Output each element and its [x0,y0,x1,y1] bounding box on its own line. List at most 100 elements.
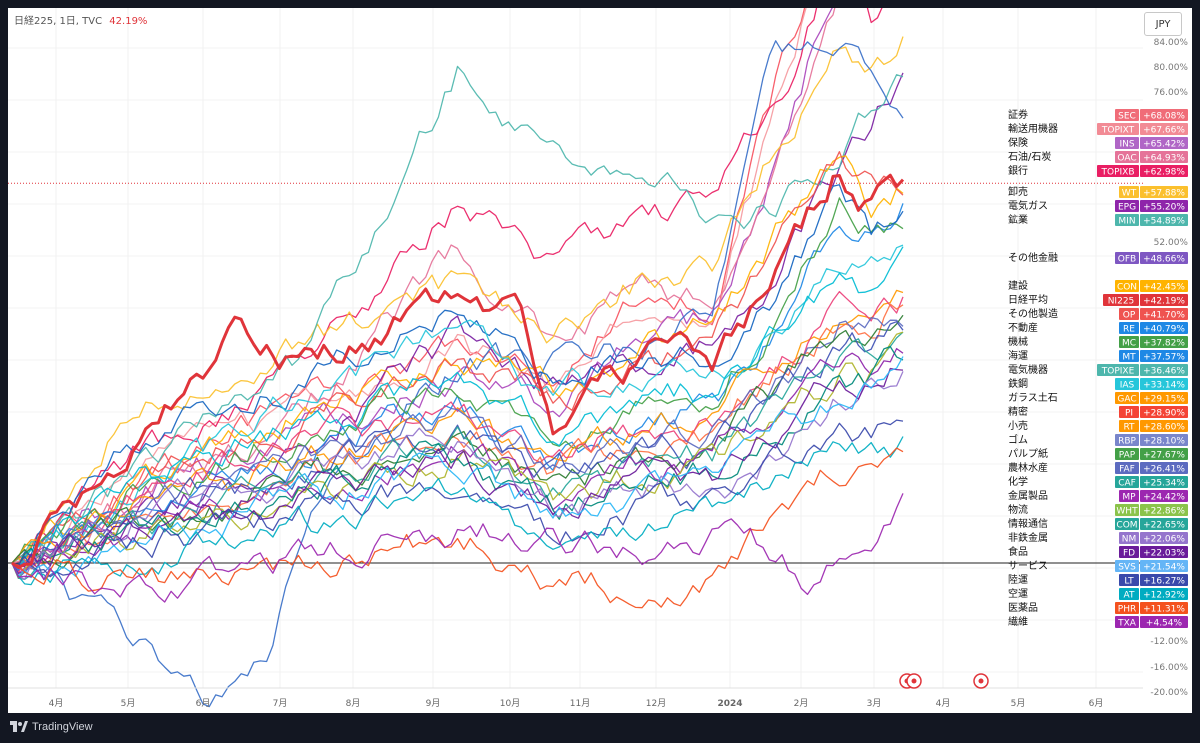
comparison-chart[interactable]: 84.00% 80.00% 76.00% 52.00% -12.00% -16.00% -2… [8,8,1192,713]
legend-row-caf[interactable]: 化学 CAF +25.34% [1008,475,1188,489]
legend-value-text: +25.34% [1143,479,1185,489]
legend-value-text: +22.06% [1143,535,1185,545]
legend-row-op[interactable]: その他製造 OP +41.70% [1008,307,1188,321]
legend-row-txa[interactable]: 繊維 TXA +4.54% [1008,615,1188,629]
legend-value-badge [1140,123,1188,135]
x-tick-label: 4月 [49,698,64,709]
legend-code-text: TOPIXE [1101,367,1135,377]
legend-row-topixb[interactable]: 銀行 TOPIXB +62.98% [1008,164,1188,178]
legend-sector-name: 保険 [1008,136,1028,149]
legend-row-mt[interactable]: 海運 MT +37.57% [1008,349,1188,363]
legend-value-text: +41.70% [1143,311,1185,321]
legend-sector-name: 不動産 [1008,321,1038,334]
legend-sector-name: 陸運 [1008,573,1028,586]
legend-code-text: RBP [1118,437,1136,447]
legend-code-badge [1115,616,1139,628]
series-line-mp [11,347,904,569]
legend-code-text: FAF [1119,465,1135,475]
legend-row-wht[interactable]: 物流 WHT +22.86% [1008,503,1188,517]
legend-row-rt[interactable]: 小売 RT +28.60% [1008,419,1188,433]
legend-row-ofb[interactable]: その他金融 OFB +48.66% [1008,251,1188,265]
legend-row-mp[interactable]: 金属製品 MP +24.42% [1008,489,1188,503]
legend-row-pi[interactable]: 精密 PI +28.90% [1008,405,1188,419]
legend-sector-name: 石油/石炭 [1008,150,1051,163]
legend-code-text: IAS [1120,381,1135,391]
legend-row-lt[interactable]: 陸運 LT +16.27% [1008,573,1188,587]
legend-sector-name: 空運 [1008,587,1028,600]
legend-row-rbp[interactable]: ゴム RBP +28.10% [1008,433,1188,447]
legend-row-epg[interactable]: 電気ガス EPG +55.20% [1008,199,1188,213]
legend-row-sec[interactable]: 証券 SEC +68.08% [1008,108,1188,122]
legend-row-ins[interactable]: 保険 INS +65.42% [1008,136,1188,150]
symbol-legend[interactable]: 日経225, 1日, TVC 42.19% [14,12,147,27]
legend-row-wt[interactable]: 卸売 WT +57.88% [1008,185,1188,199]
legend-row-at[interactable]: 空運 AT +12.92% [1008,587,1188,601]
legend-row-phr[interactable]: 医薬品 PHR +11.31% [1008,602,1188,615]
series-line-faf [11,321,904,568]
series-line-txa [11,493,904,603]
legend-sector-name: 電気機器 [1008,363,1048,376]
legend-row-ni225[interactable]: 日経平均 NI225 +42.19% [1008,293,1188,307]
legend-code-text: WHT [1116,507,1138,517]
legend-row-svs[interactable]: サービス SVS +21.54% [1008,560,1188,573]
legend-code-badge [1115,476,1139,488]
legend-value-badge [1140,616,1188,628]
event-marker-icon[interactable] [906,673,922,689]
legend-row-oac[interactable]: 石油/石炭 OAC +64.93% [1008,150,1188,164]
legend-code-text: GAC [1117,395,1136,405]
legend-value-text: +42.45% [1143,283,1185,293]
legend-row-com[interactable]: 情報通信 COM +22.65% [1008,517,1188,531]
legend-value-badge [1140,350,1188,362]
legend-row-nm[interactable]: 非鉄金属 NM +22.06% [1008,531,1188,545]
legend-row-topixe[interactable]: 電気機器 TOPIXE +36.46% [1008,363,1188,377]
legend-value-text: +37.57% [1143,353,1185,363]
legend-row-gac[interactable]: ガラス土石 GAC +29.15% [1008,391,1188,405]
event-marker-icon[interactable] [973,673,989,689]
legend-sector-name: 日経平均 [1008,293,1048,306]
legend-value-badge [1140,214,1188,226]
legend-value-text: +62.98% [1143,168,1185,178]
currency-button[interactable]: JPY [1144,12,1182,36]
event-markers[interactable] [899,673,989,689]
tradingview-logo[interactable]: TradingView [10,721,93,733]
series-line-mt [11,184,904,567]
legend-value-badge [1140,252,1188,264]
legend-code-text: TXA [1117,619,1137,629]
x-tick-label: 8月 [346,698,361,709]
legend-row-con[interactable]: 建設 CON +42.45% [1008,279,1188,293]
legend-value-text: +48.66% [1143,255,1185,265]
legend-row-ias[interactable]: 鉄鋼 IAS +33.14% [1008,377,1188,391]
legend-code-badge [1119,350,1139,362]
legend-value-badge [1140,406,1188,418]
legend-row-min[interactable]: 鉱業 MIN +54.89% [1008,213,1188,227]
legend-row-pap[interactable]: パルプ紙 PAP +27.67% [1008,447,1188,461]
legend-value-text: +29.15% [1143,395,1185,405]
x-tick-label: 2月 [794,698,809,709]
legend-row-faf[interactable]: 農林水産 FAF +26.41% [1008,461,1188,475]
legend-row-mc[interactable]: 機械 MC +37.82% [1008,335,1188,349]
x-tick-label: 4月 [936,698,951,709]
legend-code-text: SVS [1118,563,1136,573]
legend-code-text: PAP [1119,451,1136,461]
legend-row-topixt[interactable]: 輸送用機器 TOPIXT +67.66% [1008,122,1188,136]
legend-code-badge [1115,378,1139,390]
legend-code-text: WT [1122,189,1137,199]
legend-row-fd[interactable]: 食品 FD +22.03% [1008,545,1188,559]
brand-label: TradingView [32,721,93,733]
series-line-ni225 [11,173,905,569]
x-tick-label: 5月 [121,698,136,709]
footer: TradingView [0,713,1200,743]
legend-value-badge [1140,504,1188,516]
legend-code-badge [1115,392,1139,404]
legend-value-badge [1140,308,1188,320]
series-line-con [11,155,904,566]
series-line-ias [11,246,904,568]
legend-code-text: MT [1122,353,1136,363]
legend-value-text: +64.93% [1143,154,1185,164]
legend-value-badge [1140,588,1188,600]
legend-value-badge [1140,200,1188,212]
legend-row-re[interactable]: 不動産 RE +40.79% [1008,321,1188,335]
legend-value-text: +16.27% [1143,577,1185,587]
legend-code-badge [1115,602,1139,614]
sector-legend: 証券 SEC +68.08% 輸送用機器 TOPIXT +67.66% 保険 INS +65.4… [1008,108,1188,629]
